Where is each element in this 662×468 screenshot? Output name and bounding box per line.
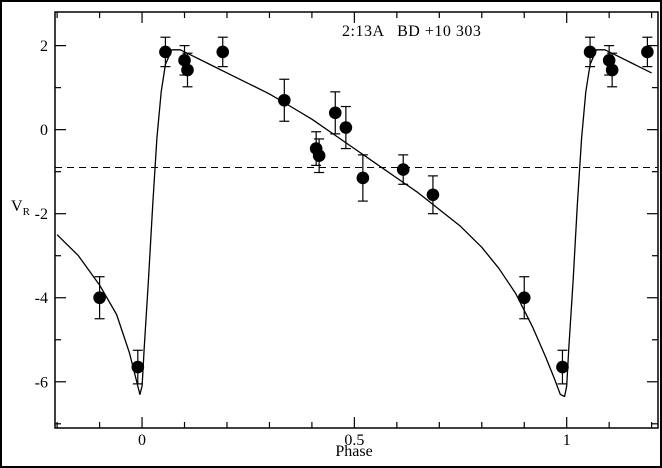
x-tick-label: 0.5 <box>344 432 364 449</box>
data-point <box>278 93 291 107</box>
data-point <box>605 63 619 77</box>
data-point <box>426 188 440 202</box>
data-point <box>216 45 230 59</box>
plot-frame <box>54 11 659 429</box>
data-point <box>396 163 410 176</box>
data-point <box>159 45 172 59</box>
x-tick-label: 1 <box>563 432 571 449</box>
x-tick-label: 0 <box>138 432 146 449</box>
fit-curve <box>56 49 652 398</box>
data-point <box>131 360 145 374</box>
data-point <box>556 360 569 374</box>
y-axis-label: VR <box>11 198 30 218</box>
y-tick-label: -6 <box>35 374 48 391</box>
data-point <box>583 45 597 59</box>
y-tick-label: 0 <box>40 122 48 139</box>
data-point <box>312 149 326 163</box>
data-point <box>93 291 106 305</box>
data-point <box>641 45 654 59</box>
data-point <box>356 171 370 185</box>
y-axis-label-base: V <box>11 198 23 215</box>
y-axis-label-sub: R <box>22 206 30 219</box>
chart-title: 2:13A BD +10 303 <box>342 23 482 40</box>
x-axis-label: Phase <box>335 443 373 460</box>
data-point <box>328 106 342 120</box>
y-tick-label: -4 <box>35 290 48 307</box>
data-point <box>181 63 194 77</box>
data-point <box>339 121 353 134</box>
y-tick-label: 2 <box>40 38 48 55</box>
data-point <box>517 291 531 305</box>
y-tick-label: -2 <box>35 206 48 223</box>
